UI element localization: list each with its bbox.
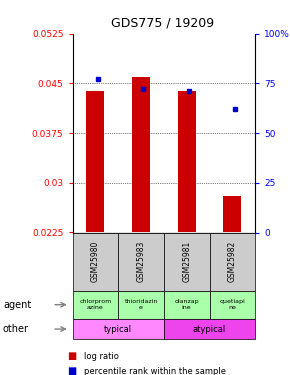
Text: GDS775 / 19209: GDS775 / 19209 <box>111 17 214 30</box>
Text: typical: typical <box>104 324 132 334</box>
Bar <box>132 78 150 232</box>
Text: thioridazin
e: thioridazin e <box>124 299 158 310</box>
Bar <box>86 91 104 232</box>
Text: percentile rank within the sample: percentile rank within the sample <box>84 367 226 375</box>
Text: GSM25983: GSM25983 <box>137 241 146 282</box>
Text: ■: ■ <box>67 351 76 361</box>
Text: olanzap
ine: olanzap ine <box>174 299 199 310</box>
Text: GSM25982: GSM25982 <box>228 241 237 282</box>
Text: other: other <box>3 324 29 334</box>
Text: chlorprom
azine: chlorprom azine <box>79 299 111 310</box>
Text: GSM25981: GSM25981 <box>182 241 191 282</box>
Text: GSM25980: GSM25980 <box>91 241 100 282</box>
Text: ■: ■ <box>67 366 76 375</box>
Bar <box>177 91 196 232</box>
Text: log ratio: log ratio <box>84 352 119 361</box>
Text: atypical: atypical <box>193 324 226 334</box>
Text: quetiapi
ne: quetiapi ne <box>220 299 245 310</box>
Bar <box>223 196 242 232</box>
Text: agent: agent <box>3 300 31 310</box>
